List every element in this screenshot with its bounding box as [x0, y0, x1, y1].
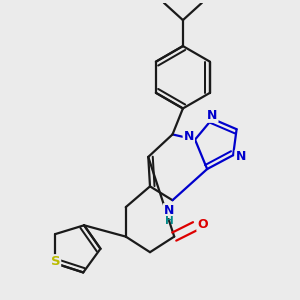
Text: S: S: [50, 255, 60, 268]
Text: N: N: [164, 204, 174, 217]
Text: O: O: [197, 218, 208, 231]
Text: N: N: [207, 109, 218, 122]
Text: H: H: [165, 216, 173, 226]
Text: N: N: [184, 130, 194, 143]
Text: N: N: [236, 150, 246, 164]
